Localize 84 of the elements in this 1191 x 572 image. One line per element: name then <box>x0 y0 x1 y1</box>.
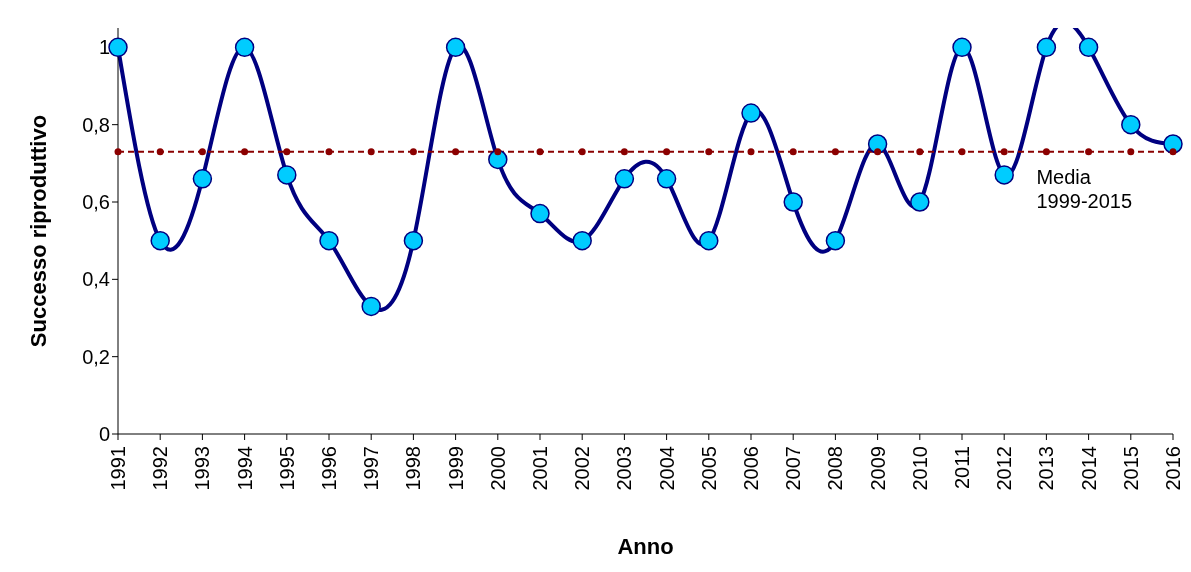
x-tick-label: 2006 <box>740 446 762 491</box>
x-tick-label: 2000 <box>486 446 509 491</box>
point <box>578 148 586 156</box>
point <box>663 148 671 156</box>
y-tick-label: 1 <box>98 36 110 59</box>
point <box>741 103 761 123</box>
point <box>958 148 966 156</box>
point <box>831 148 839 156</box>
point <box>114 148 122 156</box>
x-axis-title: Anno <box>617 534 674 559</box>
point <box>910 192 930 212</box>
x-tick-label: 2005 <box>697 446 720 491</box>
x-tick-label: 1998 <box>402 446 425 491</box>
x-tick-label: 2016 <box>1162 446 1184 491</box>
y-tick-label: 0,8 <box>82 113 110 136</box>
point <box>783 192 803 212</box>
point <box>1000 148 1008 156</box>
point <box>916 148 924 156</box>
x-tick-label: 2007 <box>782 446 805 491</box>
point <box>1042 148 1050 156</box>
point <box>952 37 972 58</box>
y-tick-label: 0,4 <box>82 268 110 291</box>
point <box>1036 37 1057 58</box>
x-tick-label: 2002 <box>571 446 594 491</box>
point <box>614 169 635 189</box>
point <box>150 230 170 251</box>
x-tick-label: 2015 <box>1119 446 1142 491</box>
x-tick-label: 1995 <box>275 446 298 491</box>
point <box>1078 37 1099 58</box>
point <box>699 230 719 251</box>
x-tick-label: 1997 <box>360 446 383 491</box>
y-tick-label: 0,6 <box>82 191 110 214</box>
point <box>494 148 502 156</box>
x-tick-label: 2013 <box>1035 446 1058 491</box>
point <box>234 37 255 58</box>
x-tick-label: 1992 <box>149 446 172 491</box>
point <box>367 148 375 156</box>
point <box>283 148 291 156</box>
point <box>1169 148 1177 156</box>
point <box>747 148 755 156</box>
point <box>1121 114 1141 135</box>
point <box>241 148 249 156</box>
point <box>325 148 333 156</box>
x-tick-label: 2012 <box>993 446 1016 491</box>
point <box>156 148 164 156</box>
point <box>319 230 339 251</box>
point <box>536 148 544 156</box>
x-tick-label: 1991 <box>107 446 129 491</box>
x-tick-label: 2011 <box>951 446 973 490</box>
point <box>530 203 550 224</box>
y-tick-label: 0 <box>98 423 110 446</box>
point <box>789 148 797 156</box>
y-tick-label: 0,2 <box>82 345 110 368</box>
point <box>1127 148 1135 156</box>
x-tick-label: 1994 <box>233 446 256 491</box>
series-label: Media 1999-2015 <box>1036 165 1133 212</box>
point <box>108 37 128 58</box>
point <box>192 169 213 189</box>
point <box>1085 148 1093 156</box>
x-tick-label: 1999 <box>444 446 467 491</box>
point <box>452 148 460 156</box>
x-tick-label: 2004 <box>655 446 678 491</box>
x-tick-label: 2009 <box>866 446 889 491</box>
point <box>445 37 466 58</box>
point <box>705 148 713 156</box>
x-tick-label: 1996 <box>318 446 340 491</box>
point <box>874 148 882 156</box>
point <box>277 165 297 185</box>
y-axis-title: Successo riproduttivo <box>25 114 51 348</box>
point <box>198 148 206 156</box>
point <box>825 230 846 251</box>
point <box>572 230 592 251</box>
point <box>403 230 424 251</box>
point <box>409 148 417 156</box>
point <box>994 165 1014 185</box>
x-tick-label: 1993 <box>191 446 214 491</box>
point <box>656 169 677 189</box>
x-tick-label: 2001 <box>529 446 551 491</box>
x-tick-label: 2014 <box>1077 446 1100 491</box>
x-tick-label: 2010 <box>908 446 931 491</box>
x-tick-label: 2008 <box>824 446 847 491</box>
point <box>361 296 381 317</box>
x-tick-label: 2003 <box>613 446 636 491</box>
point <box>620 148 628 156</box>
